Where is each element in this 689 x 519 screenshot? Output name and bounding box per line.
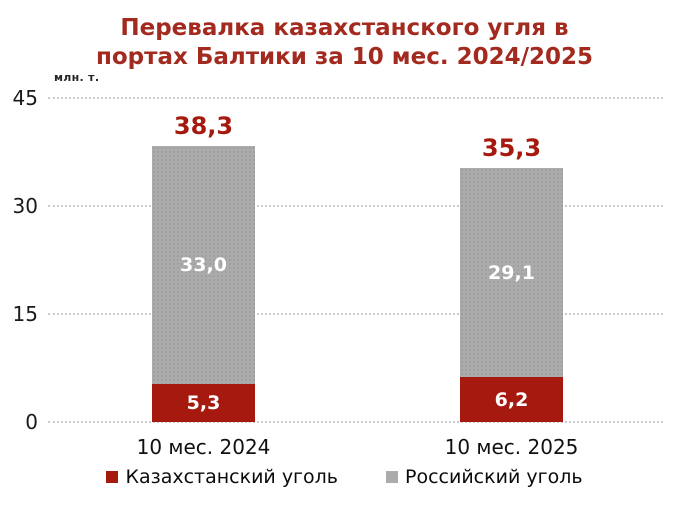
legend-item-russian-coal: Российский уголь (386, 466, 583, 488)
bar-2025-russian-coal-value: 29,1 (488, 261, 535, 284)
kazakh-coal-legend-marker-icon (106, 471, 119, 483)
chart-title-line-1: Перевалка казахстанского угля в (120, 15, 569, 41)
legend-item-kazakh-coal: Казахстанский уголь (106, 466, 338, 488)
chart-title-line-2: портах Балтики за 10 мес. 2024/2025 (95, 44, 594, 70)
y-tick-label-15: 15 (12, 302, 38, 326)
bar-2024-russian-coal-segment: 33,0 (152, 146, 255, 384)
bar-2025-russian-coal-segment: 29,1 (460, 167, 563, 378)
bar-2025-total-label: 35,3 (481, 133, 542, 162)
y-tick-label-0: 0 (25, 410, 38, 434)
legend-label-russian-coal: Российский уголь (405, 466, 583, 488)
chart-title: Перевалка казахстанского угля в портах Б… (0, 14, 689, 72)
bar-2025-kazakh-coal-segment: 6,2 (460, 377, 563, 422)
gridline-0 (48, 421, 663, 423)
x-axis-label-2024: 10 мес. 2024 (136, 435, 271, 459)
gridline-15 (48, 313, 663, 315)
y-axis-unit-label: млн. т. (54, 71, 100, 84)
chart-legend: Казахстанский уголь Российский уголь (0, 466, 689, 488)
gridline-30 (48, 205, 663, 207)
legend-label-kazakh-coal: Казахстанский уголь (125, 466, 339, 488)
bar-2024-total-label: 38,3 (173, 112, 234, 141)
gridline-45 (48, 97, 663, 99)
x-axis-label-2025: 10 мес. 2025 (444, 435, 579, 459)
bar-2024-russian-coal-value: 33,0 (180, 254, 227, 277)
y-tick-label-30: 30 (12, 194, 38, 218)
bar-2025-kazakh-coal-value: 6,2 (494, 388, 529, 411)
bar-2024-kazakh-coal-segment: 5,3 (152, 383, 255, 422)
y-tick-label-45: 45 (12, 86, 38, 110)
bar-2024-kazakh-coal-value: 5,3 (186, 391, 221, 414)
russian-coal-legend-marker-icon (386, 471, 399, 483)
